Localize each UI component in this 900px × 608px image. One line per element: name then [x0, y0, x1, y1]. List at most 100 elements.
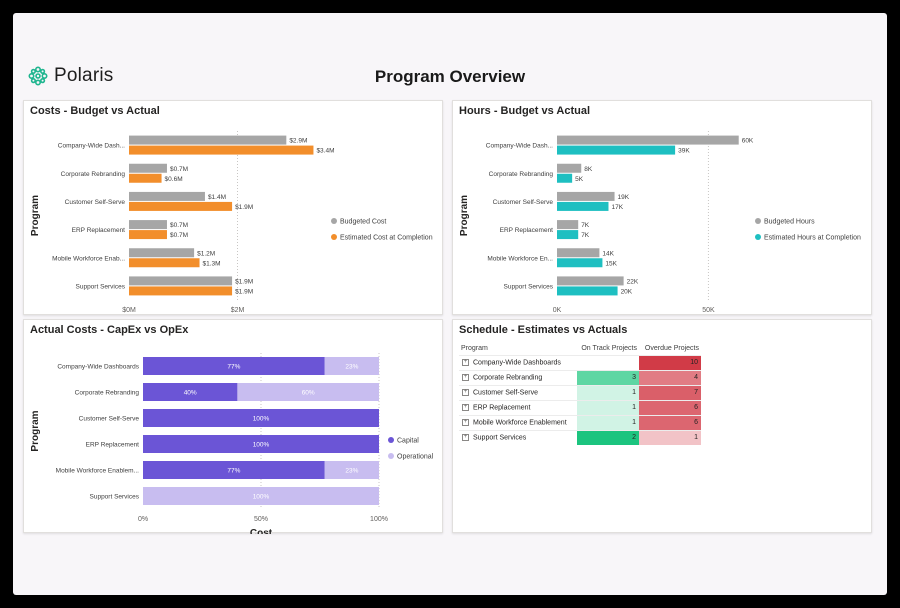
- bar-budgeted-cost[interactable]: [129, 135, 287, 145]
- category-label: Company-Wide Dash...: [58, 143, 125, 150]
- expand-icon[interactable]: +: [462, 358, 469, 366]
- page-title: Program Overview: [374, 67, 526, 86]
- on-track-cell: 3: [577, 370, 639, 385]
- y-axis-title: Program: [30, 410, 41, 451]
- x-tick-label: 0%: [138, 516, 148, 523]
- bar-estimated-cost-at-completion[interactable]: [129, 230, 167, 240]
- bar-capital[interactable]: [143, 461, 325, 479]
- overdue-cell: 1: [639, 430, 701, 445]
- bar-capital[interactable]: [143, 435, 379, 453]
- bar-budgeted-cost[interactable]: [129, 276, 233, 286]
- data-label: 23%: [345, 468, 358, 475]
- bar-budgeted-hours[interactable]: [557, 276, 624, 286]
- bar-budgeted-cost[interactable]: [129, 220, 167, 230]
- category-label: Corporate Rebranding: [75, 390, 140, 397]
- bar-budgeted-hours[interactable]: [557, 220, 579, 230]
- legend-label[interactable]: Estimated Hours at Completion: [764, 235, 861, 242]
- category-label: Mobile Workforce En...: [487, 255, 553, 262]
- bar-budgeted-hours[interactable]: [557, 163, 582, 173]
- data-label: $1.9M: [235, 204, 253, 211]
- table-row[interactable]: + Company-Wide Dashboards 10: [459, 355, 701, 370]
- bar-budgeted-cost[interactable]: [129, 248, 195, 258]
- data-label: $1.4M: [208, 194, 226, 201]
- legend-label[interactable]: Capital: [397, 438, 419, 445]
- bar-operational[interactable]: [237, 383, 379, 401]
- bar-estimated-hours-at-completion[interactable]: [557, 201, 609, 211]
- bar-estimated-cost-at-completion[interactable]: [129, 258, 200, 268]
- category-label: ERP Replacement: [86, 442, 140, 449]
- category-label: Support Services: [504, 283, 554, 290]
- table-row[interactable]: + ERP Replacement 1 6: [459, 400, 701, 415]
- col-header-overdue[interactable]: Overdue Projects: [644, 344, 699, 352]
- program-label: Customer Self-Serve: [473, 389, 538, 397]
- bar-operational[interactable]: [324, 461, 379, 479]
- legend-marker: [331, 234, 337, 240]
- legend-label[interactable]: Operational: [397, 454, 434, 461]
- app-logo[interactable]: Polaris: [28, 65, 113, 87]
- legend-label[interactable]: Estimated Cost at Completion: [340, 235, 433, 242]
- capex-panel[interactable]: Actual Costs - CapEx vs OpEx 0% 50% 100% Co…: [23, 319, 443, 534]
- expand-icon[interactable]: +: [462, 418, 469, 426]
- bar-operational[interactable]: [324, 357, 379, 375]
- expand-icon[interactable]: +: [462, 434, 469, 442]
- capex-chart: 0% 50% 100% Cost Program Company-Wide Dashboa…: [30, 353, 434, 534]
- hours-panel[interactable]: Hours - Budget vs Actual 0K 50K Program Com…: [452, 100, 872, 315]
- hours-chart: 0K 50K Program Company-Wide Dash... 60K 39K Co…: [459, 131, 861, 314]
- bar-operational[interactable]: [143, 487, 379, 505]
- expand-icon[interactable]: +: [462, 403, 469, 411]
- col-header-on-track[interactable]: On Track Projects: [581, 344, 637, 352]
- table-row[interactable]: + Mobile Workforce Enablement 1 6: [459, 415, 701, 430]
- legend-marker: [388, 437, 394, 443]
- data-label: 5K: [575, 176, 584, 183]
- x-tick-label: 100%: [370, 516, 388, 523]
- data-label: $1.9M: [235, 278, 253, 285]
- data-label: 100%: [253, 416, 270, 423]
- bar-estimated-cost-at-completion[interactable]: [129, 286, 233, 296]
- bar-budgeted-cost[interactable]: [129, 163, 167, 173]
- bar-capital[interactable]: [143, 409, 379, 427]
- bar-estimated-cost-at-completion[interactable]: [129, 145, 314, 155]
- schedule-panel[interactable]: Schedule - Estimates vs Actuals Program …: [452, 319, 872, 533]
- legend-label[interactable]: Budgeted Hours: [764, 219, 815, 226]
- data-label: 100%: [253, 442, 270, 449]
- bar-estimated-cost-at-completion[interactable]: [129, 173, 162, 183]
- y-axis-title: Program: [30, 195, 41, 236]
- category-label: Customer Self-Serve: [65, 199, 126, 206]
- capex-chart-title: Actual Costs - CapEx vs OpEx: [30, 324, 189, 336]
- legend-label[interactable]: Budgeted Cost: [340, 219, 386, 226]
- on-track-cell: 1: [577, 415, 639, 430]
- program-cell: + ERP Replacement: [459, 400, 577, 415]
- category-label: Support Services: [90, 494, 140, 501]
- program-label: Support Services: [473, 434, 527, 442]
- legend-marker: [331, 218, 337, 224]
- bar-estimated-hours-at-completion[interactable]: [557, 145, 676, 155]
- bar-budgeted-cost[interactable]: [129, 191, 205, 201]
- table-row[interactable]: + Support Services 2 1: [459, 430, 701, 445]
- data-label: 8K: [584, 166, 593, 173]
- bar-budgeted-hours[interactable]: [557, 191, 615, 201]
- program-label: ERP Replacement: [473, 404, 531, 412]
- bar-budgeted-hours[interactable]: [557, 135, 739, 145]
- table-row[interactable]: + Customer Self-Serve 1 7: [459, 385, 701, 400]
- costs-chart: $0M $2M Program Company-Wide Dash... $2.9M $3…: [30, 131, 433, 314]
- bar-capital[interactable]: [143, 383, 238, 401]
- program-label: Corporate Rebranding: [473, 374, 543, 382]
- category-label: Company-Wide Dash...: [486, 143, 553, 150]
- bar-estimated-cost-at-completion[interactable]: [129, 201, 233, 211]
- bar-capital[interactable]: [143, 357, 325, 375]
- bar-estimated-hours-at-completion[interactable]: [557, 230, 579, 240]
- bar-budgeted-hours[interactable]: [557, 248, 600, 258]
- category-label: Corporate Rebranding: [489, 171, 554, 178]
- bar-estimated-hours-at-completion[interactable]: [557, 258, 603, 268]
- bar-estimated-hours-at-completion[interactable]: [557, 286, 618, 296]
- expand-icon[interactable]: +: [462, 388, 469, 396]
- col-header-program[interactable]: Program: [461, 344, 488, 352]
- dashboard-frame: Polaris Program Overview Costs - Budget …: [13, 13, 887, 595]
- program-label: Company-Wide Dashboards: [473, 359, 561, 367]
- program-cell: + Customer Self-Serve: [459, 385, 577, 400]
- table-row[interactable]: + Corporate Rebranding 3 4: [459, 370, 701, 385]
- category-label: Company-Wide Dashboards: [57, 364, 139, 371]
- bar-estimated-hours-at-completion[interactable]: [557, 173, 573, 183]
- expand-icon[interactable]: +: [462, 373, 469, 381]
- costs-panel[interactable]: Costs - Budget vs Actual $0M $2M Program Co…: [23, 100, 443, 315]
